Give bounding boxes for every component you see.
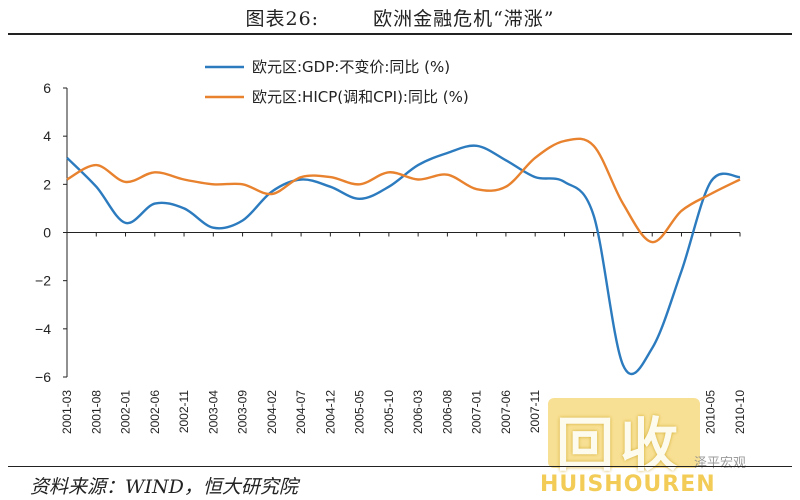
x-tick-label: 2007-11 <box>528 390 542 433</box>
x-tick-label: 2005-10 <box>382 390 396 434</box>
x-tick-label: 2002-11 <box>177 390 191 433</box>
y-tick-label: −2 <box>35 273 51 289</box>
x-tick-label: 2003-04 <box>206 390 220 434</box>
legend-label: 欧元区:HICP(调和CPI):同比 (%) <box>252 88 469 106</box>
x-tick-label: 2006-08 <box>440 390 454 434</box>
x-tick-label: 2001-03 <box>60 390 74 434</box>
y-tick-label: 0 <box>43 225 51 241</box>
x-tick-label: 2006-03 <box>411 390 425 434</box>
y-tick-label: −4 <box>35 321 51 337</box>
x-tick-label: 2001-08 <box>89 390 103 434</box>
watermark-logo-text: 回收 <box>556 411 685 479</box>
x-tick-label: 2004-12 <box>323 390 337 434</box>
series-layer <box>66 137 741 376</box>
top-rule <box>8 33 792 35</box>
x-tick-label: 2007-01 <box>470 390 484 434</box>
axes: 6 4 2 0 −2 −4 −6 2001-03 2001-08 2002-01 2002-06 20… <box>35 80 747 434</box>
x-tick-label: 2004-02 <box>265 390 279 434</box>
series-line-hicp <box>66 137 741 244</box>
y-tick-label: −6 <box>35 369 51 385</box>
x-tick-label: 2003-09 <box>236 390 250 434</box>
x-tick-label: 2010-05 <box>704 390 718 434</box>
x-tick-label: 2004-07 <box>294 390 308 434</box>
x-tick-label: 2005-05 <box>353 390 367 434</box>
y-tick-label: 4 <box>43 128 51 144</box>
figure-title: 图表26: 欧洲金融危机“滞涨” <box>0 4 800 31</box>
y-tick-label: 2 <box>43 176 51 192</box>
x-tick-label: 2002-06 <box>148 390 162 434</box>
x-tick-label: 2002-01 <box>119 390 133 434</box>
y-tick-label: 6 <box>43 80 51 96</box>
figure-caption: 欧洲金融危机“滞涨” <box>373 8 555 30</box>
x-tick-label: 2007-06 <box>499 390 513 434</box>
series-line-gdp <box>66 144 741 376</box>
source-note: 资料来源：WIND，恒大研究院 <box>30 476 298 498</box>
bottom-rule <box>8 466 792 467</box>
watermark-box <box>548 398 700 468</box>
watermark-side-text: 泽平宏观 <box>694 456 747 471</box>
x-tick-label: 2010-10 <box>733 390 747 434</box>
watermark-brand-text: HUISHOUREN <box>540 472 716 497</box>
legend: 欧元区:GDP:不变价:同比 (%) 欧元区:HICP(调和CPI):同比 (%) <box>205 58 469 106</box>
figure-number: 图表26: <box>245 8 320 30</box>
legend-label: 欧元区:GDP:不变价:同比 (%) <box>252 58 450 76</box>
